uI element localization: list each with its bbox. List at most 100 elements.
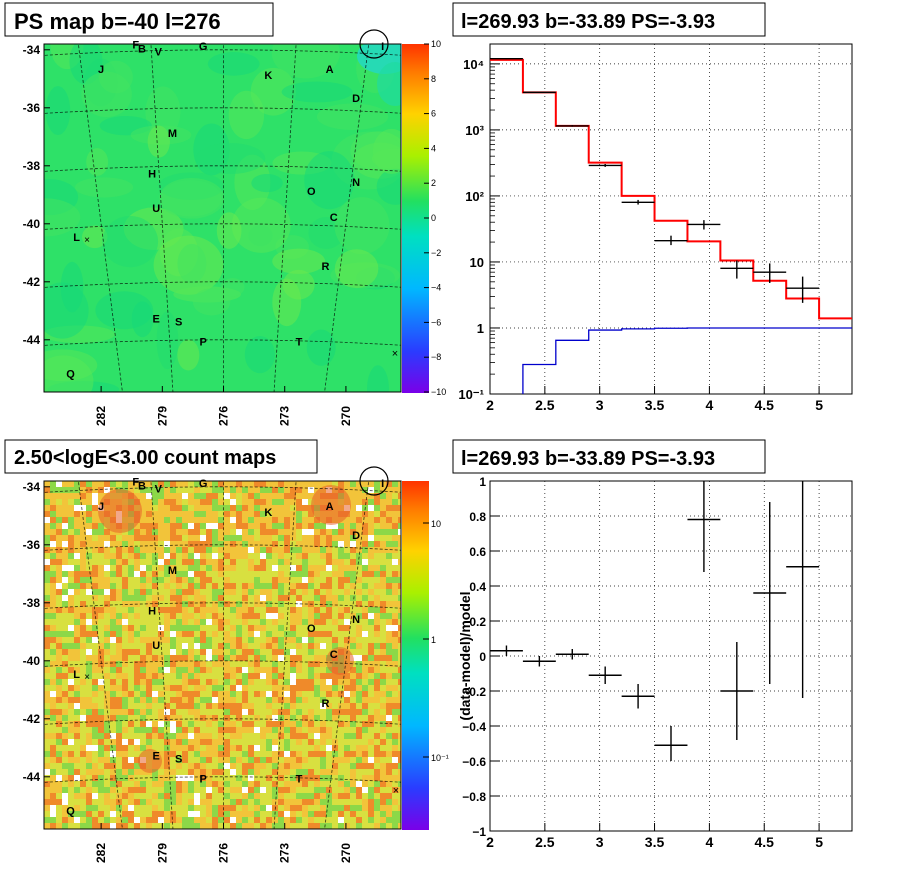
count-map-pixel <box>200 763 206 769</box>
count-map-pixel <box>104 667 110 673</box>
count-map-pixel <box>350 625 356 631</box>
count-map-pixel <box>176 697 182 703</box>
count-map-pixel <box>302 481 308 487</box>
count-map-pixel <box>110 757 116 763</box>
count-map-pixel <box>314 631 320 637</box>
count-map-pixel <box>86 595 92 601</box>
count-map-pixel <box>176 541 182 547</box>
count-map-pixel <box>362 547 368 553</box>
count-map-pixel <box>230 703 236 709</box>
count-map-pixel <box>50 781 56 787</box>
count-map-pixel <box>332 721 338 727</box>
count-map-pixel <box>206 661 212 667</box>
count-map-pixel <box>164 817 170 823</box>
count-map-pixel <box>392 595 398 601</box>
count-map-pixel <box>302 529 308 535</box>
count-map-pixel <box>182 535 188 541</box>
count-map-pixel <box>254 769 260 775</box>
count-map-pixel <box>152 505 158 511</box>
count-map-pixel <box>278 799 284 805</box>
count-map-pixel <box>254 703 260 709</box>
count-map-pixel <box>164 673 170 679</box>
count-map-pixel <box>134 673 140 679</box>
count-map-pixel <box>368 631 374 637</box>
count-map-pixel <box>356 661 362 667</box>
count-map-pixel <box>284 769 290 775</box>
count-map-pixel <box>398 667 401 673</box>
count-map-pixel <box>344 787 350 793</box>
ps-map-texture-blob <box>95 291 154 330</box>
count-map-pixel <box>332 703 338 709</box>
count-map-pixel <box>320 757 326 763</box>
count-map-pixel <box>116 661 122 667</box>
count-map-pixel <box>248 655 254 661</box>
count-map-pixel <box>230 697 236 703</box>
count-map-pixel <box>104 745 110 751</box>
count-map-pixel <box>146 799 152 805</box>
count-map-pixel <box>302 499 308 505</box>
count-map-pixel <box>398 673 401 679</box>
count-map-pixel <box>170 793 176 799</box>
count-map-pixel <box>92 529 98 535</box>
count-map-pixel <box>164 589 170 595</box>
count-map-pixel <box>140 589 146 595</box>
count-map-pixel <box>398 661 401 667</box>
count-map-pixel <box>92 745 98 751</box>
count-map-pixel <box>386 589 392 595</box>
count-map-pixel <box>176 655 182 661</box>
count-map-pixel <box>338 769 344 775</box>
count-map-pixel <box>386 547 392 553</box>
count-map-pixel <box>92 805 98 811</box>
ps-map-texture-blob <box>44 198 81 237</box>
count-map-pixel <box>182 655 188 661</box>
count-map-pixel <box>236 691 242 697</box>
count-map-pixel <box>236 577 242 583</box>
count-map-pixel <box>272 751 278 757</box>
count-map-pixel <box>392 625 398 631</box>
count-map-pixel <box>188 769 194 775</box>
count-map-pixel <box>308 571 314 577</box>
count-map-pixel <box>116 565 122 571</box>
count-map-pixel <box>230 805 236 811</box>
count-map-pixel <box>374 535 380 541</box>
count-map-pixel <box>134 571 140 577</box>
count-map-pixel <box>80 517 86 523</box>
count-map-pixel <box>254 517 260 523</box>
colorbar-tick-label: 10 <box>431 39 441 49</box>
count-map-pixel <box>188 595 194 601</box>
count-map-pixel <box>116 775 122 781</box>
count-map-pixel <box>44 781 50 787</box>
count-map-pixel <box>164 715 170 721</box>
count-map-pixel <box>170 823 176 829</box>
count-map-pixel <box>68 601 74 607</box>
count-map-pixel <box>254 511 260 517</box>
count-map-pixel <box>242 775 248 781</box>
count-map-pixel <box>170 811 176 817</box>
count-map-pixel <box>224 631 230 637</box>
count-map-pixel <box>74 511 80 517</box>
count-map-pixel <box>224 505 230 511</box>
count-map-pixel <box>236 613 242 619</box>
count-map-pixel <box>146 721 152 727</box>
count-map-pixel <box>158 649 164 655</box>
count-map-pixel <box>290 697 296 703</box>
count-map-pixel <box>194 685 200 691</box>
count-map-pixel <box>350 517 356 523</box>
count-map-pixel <box>380 769 386 775</box>
residual-x-tick-label: 3 <box>596 834 604 850</box>
count-map-pixel <box>386 745 392 751</box>
count-map-pixel <box>398 481 401 487</box>
count-map-pixel <box>296 499 302 505</box>
count-map-pixel <box>56 643 62 649</box>
count-map-pixel <box>380 637 386 643</box>
count-map-pixel <box>50 625 56 631</box>
count-map-pixel <box>152 697 158 703</box>
count-map-pixel <box>140 709 146 715</box>
count-map-pixel <box>320 607 326 613</box>
count-map-pixel <box>122 559 128 565</box>
count-map-pixel <box>98 649 104 655</box>
count-map-pixel <box>398 745 401 751</box>
count-map-pixel <box>284 703 290 709</box>
count-map-pixel <box>284 817 290 823</box>
count-map-pixel <box>248 775 254 781</box>
